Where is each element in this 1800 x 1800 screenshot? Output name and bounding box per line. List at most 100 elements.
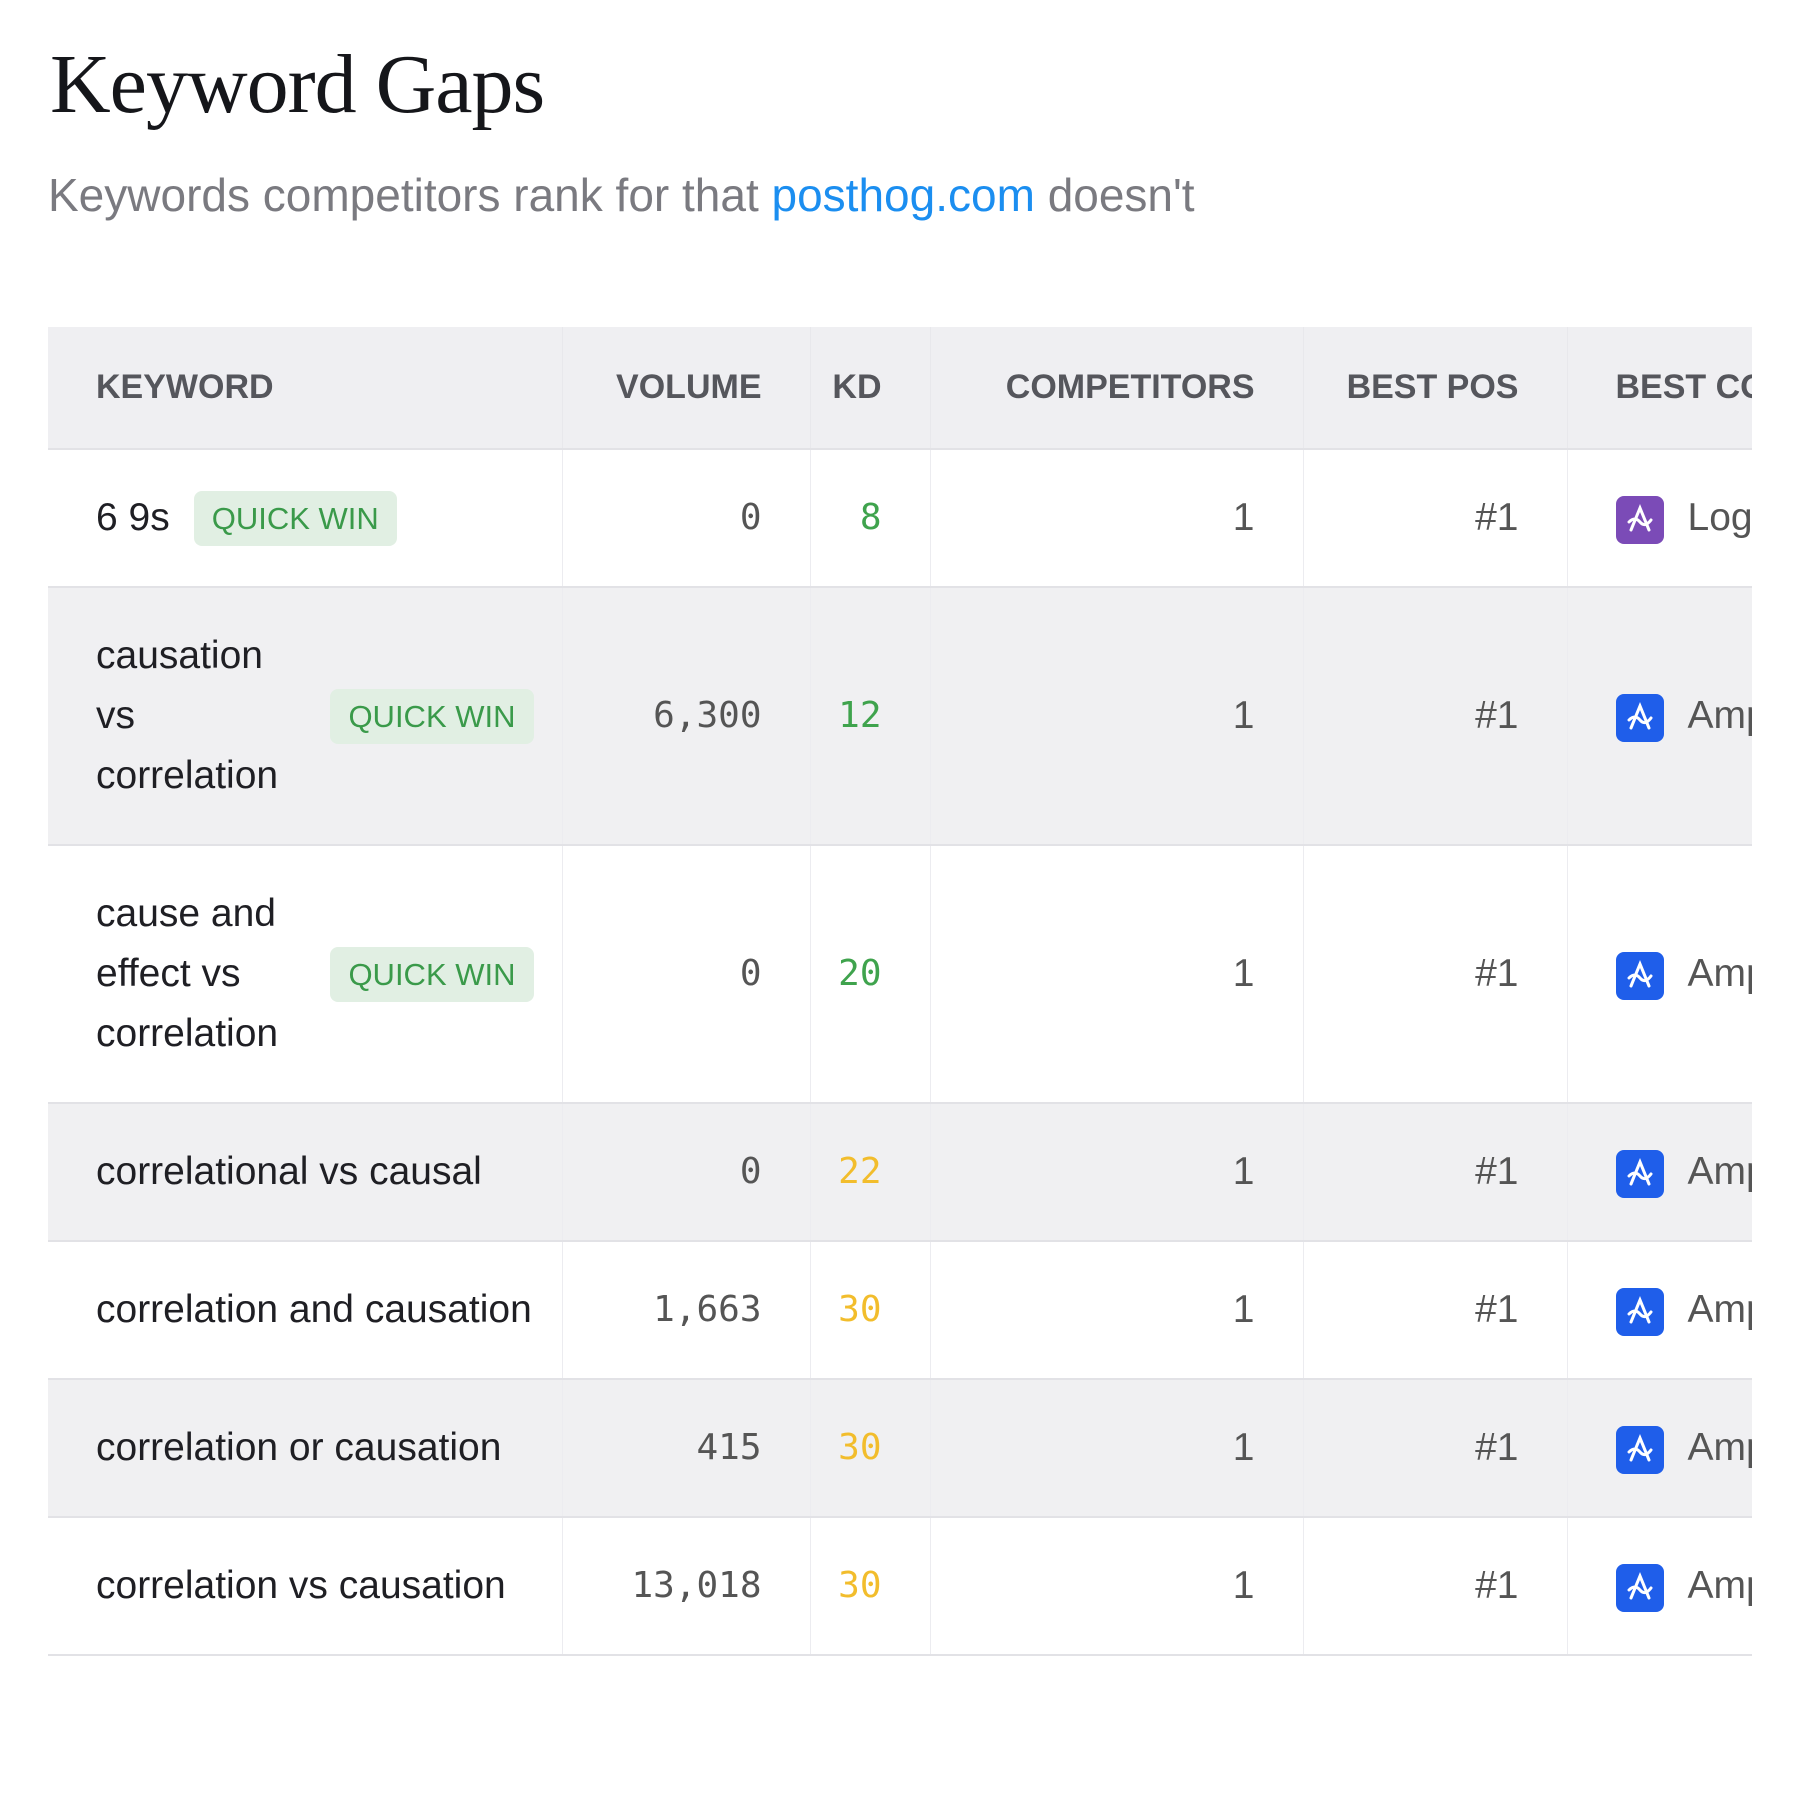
keyword: correlational vs causal bbox=[96, 1150, 482, 1193]
volume-cell: 6,300 bbox=[562, 587, 811, 846]
competitor-name: Amp bbox=[1687, 694, 1753, 737]
keyword-box: 6 9s QUICK WIN bbox=[96, 488, 534, 548]
kd: 22 bbox=[838, 1151, 882, 1192]
table-container: KEYWORD VOLUME KD COMPETITORS BEST POS BEST C… bbox=[48, 327, 1752, 1800]
page-title: Keyword Gaps bbox=[50, 38, 545, 131]
competitors-cell: 1 bbox=[930, 1103, 1304, 1242]
competitor-icon bbox=[1615, 1287, 1664, 1336]
competitor-cell: Amp bbox=[1567, 1103, 1753, 1242]
table-row: cause and effect vs correlation QUICK WIN… bbox=[48, 845, 1753, 1104]
subtitle-text: Keywords competitors rank for that bbox=[48, 169, 759, 221]
column-header[interactable]: COMPETITORS bbox=[930, 327, 1304, 450]
keyword-box: correlation vs causation bbox=[96, 1556, 534, 1616]
volume: 0 bbox=[739, 497, 762, 538]
keyword: correlation or causation bbox=[96, 1426, 502, 1469]
table-row: correlational vs causal 0 22 1 #1 Amp bbox=[48, 1103, 1753, 1242]
kd-cell: 8 bbox=[810, 449, 931, 588]
competitor-cell: Amp bbox=[1567, 1379, 1753, 1518]
keyword-box: cause and effect vs correlation QUICK WIN bbox=[96, 884, 534, 1064]
column-header[interactable]: BEST POS bbox=[1303, 327, 1568, 450]
competitor-cell: Amp bbox=[1567, 845, 1753, 1104]
subtitle: Keywords competitors rank for that posth… bbox=[48, 168, 1195, 222]
kd-cell: 30 bbox=[810, 1517, 931, 1656]
keyword-box: correlational vs causal bbox=[96, 1142, 534, 1202]
kd-cell: 12 bbox=[810, 587, 931, 846]
best-pos-cell: #1 bbox=[1303, 449, 1568, 588]
best-pos: #1 bbox=[1475, 1150, 1519, 1193]
competitors: 1 bbox=[1232, 496, 1255, 539]
volume: 1,663 bbox=[653, 1289, 762, 1330]
competitor-cell: Log bbox=[1567, 449, 1753, 588]
volume: 415 bbox=[696, 1427, 762, 1468]
best-pos: #1 bbox=[1475, 1426, 1519, 1469]
table-body: 6 9s QUICK WIN 0 8 1 #1 Log causation vs correl… bbox=[48, 449, 1753, 1656]
volume-cell: 415 bbox=[562, 1379, 811, 1518]
kd: 20 bbox=[838, 953, 882, 994]
header-row: KEYWORD VOLUME KD COMPETITORS BEST POS BEST C… bbox=[48, 327, 1752, 450]
keyword-cell: causation vs correlation QUICK WIN bbox=[48, 587, 563, 846]
volume: 0 bbox=[739, 953, 762, 994]
best-pos: #1 bbox=[1475, 1288, 1519, 1331]
keyword-table: KEYWORD VOLUME KD COMPETITORS BEST POS BEST C… bbox=[48, 327, 1752, 1656]
competitor-cell: Amp bbox=[1567, 587, 1753, 846]
competitor-cell: Amp bbox=[1567, 1517, 1753, 1656]
competitor-name: Amp bbox=[1687, 952, 1753, 995]
keyword-box: causation vs correlation QUICK WIN bbox=[96, 626, 534, 806]
best-pos-cell: #1 bbox=[1303, 587, 1568, 846]
keyword-cell: cause and effect vs correlation QUICK WIN bbox=[48, 845, 563, 1104]
kd-cell: 30 bbox=[810, 1379, 931, 1518]
competitors-cell: 1 bbox=[930, 449, 1304, 588]
competitors: 1 bbox=[1232, 1564, 1255, 1607]
keyword-cell: correlational vs causal bbox=[48, 1103, 563, 1242]
competitor-name: Log bbox=[1687, 496, 1753, 539]
competitor-icon bbox=[1615, 495, 1664, 544]
best-pos-cell: #1 bbox=[1303, 1379, 1568, 1518]
table-row: correlation or causation 415 30 1 #1 Amp bbox=[48, 1379, 1753, 1518]
competitor-name: Amp bbox=[1687, 1564, 1753, 1607]
competitors: 1 bbox=[1232, 694, 1255, 737]
competitor-name: Amp bbox=[1687, 1150, 1753, 1193]
kd: 12 bbox=[838, 695, 882, 736]
competitors: 1 bbox=[1232, 952, 1255, 995]
keyword-box: correlation and causation bbox=[96, 1280, 534, 1340]
kd: 30 bbox=[838, 1427, 882, 1468]
best-pos-cell: #1 bbox=[1303, 1103, 1568, 1242]
competitors-cell: 1 bbox=[930, 845, 1304, 1104]
best-pos-cell: #1 bbox=[1303, 845, 1568, 1104]
keyword: causation vs correlation bbox=[96, 634, 279, 797]
volume: 6,300 bbox=[653, 695, 762, 736]
keyword: cause and effect vs correlation bbox=[96, 892, 279, 1055]
competitors-cell: 1 bbox=[930, 1517, 1304, 1656]
column-header[interactable]: KD bbox=[810, 327, 931, 450]
table-row: 6 9s QUICK WIN 0 8 1 #1 Log bbox=[48, 449, 1753, 588]
competitor-icon bbox=[1615, 693, 1664, 742]
table-row: causation vs correlation QUICK WIN 6,300 12… bbox=[48, 587, 1753, 846]
volume-cell: 0 bbox=[562, 1103, 811, 1242]
kd: 30 bbox=[838, 1565, 882, 1606]
best-pos: #1 bbox=[1475, 496, 1519, 539]
volume-cell: 0 bbox=[562, 845, 811, 1104]
keyword: correlation vs causation bbox=[96, 1564, 506, 1607]
keyword: 6 9s bbox=[96, 496, 170, 539]
competitor-name: Amp bbox=[1687, 1426, 1753, 1469]
competitors-cell: 1 bbox=[930, 587, 1304, 846]
domain: posthog.com bbox=[771, 169, 1035, 221]
keyword-cell: correlation vs causation bbox=[48, 1517, 563, 1656]
column-header[interactable]: VOLUME bbox=[562, 327, 811, 450]
competitors: 1 bbox=[1232, 1288, 1255, 1331]
volume: 13,018 bbox=[631, 1565, 762, 1606]
column-header[interactable]: BEST CO bbox=[1567, 327, 1752, 450]
competitor-icon bbox=[1615, 1149, 1664, 1198]
quick-win-badge: QUICK WIN bbox=[193, 490, 397, 546]
competitors: 1 bbox=[1232, 1150, 1255, 1193]
volume-cell: 13,018 bbox=[562, 1517, 811, 1656]
competitor-cell: Amp bbox=[1567, 1241, 1752, 1380]
column-header[interactable]: KEYWORD bbox=[48, 327, 563, 450]
best-pos-cell: #1 bbox=[1303, 1241, 1568, 1380]
competitor-icon bbox=[1615, 951, 1664, 1000]
subtitle-text: doesn't bbox=[1047, 169, 1195, 221]
volume-cell: 0 bbox=[562, 449, 811, 588]
kd-cell: 30 bbox=[810, 1241, 931, 1380]
table-row: correlation vs causation 13,018 30 1 #1 Amp bbox=[48, 1517, 1753, 1656]
